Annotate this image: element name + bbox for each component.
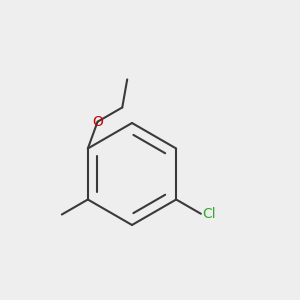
Text: O: O bbox=[92, 115, 103, 129]
Text: Cl: Cl bbox=[202, 207, 216, 221]
